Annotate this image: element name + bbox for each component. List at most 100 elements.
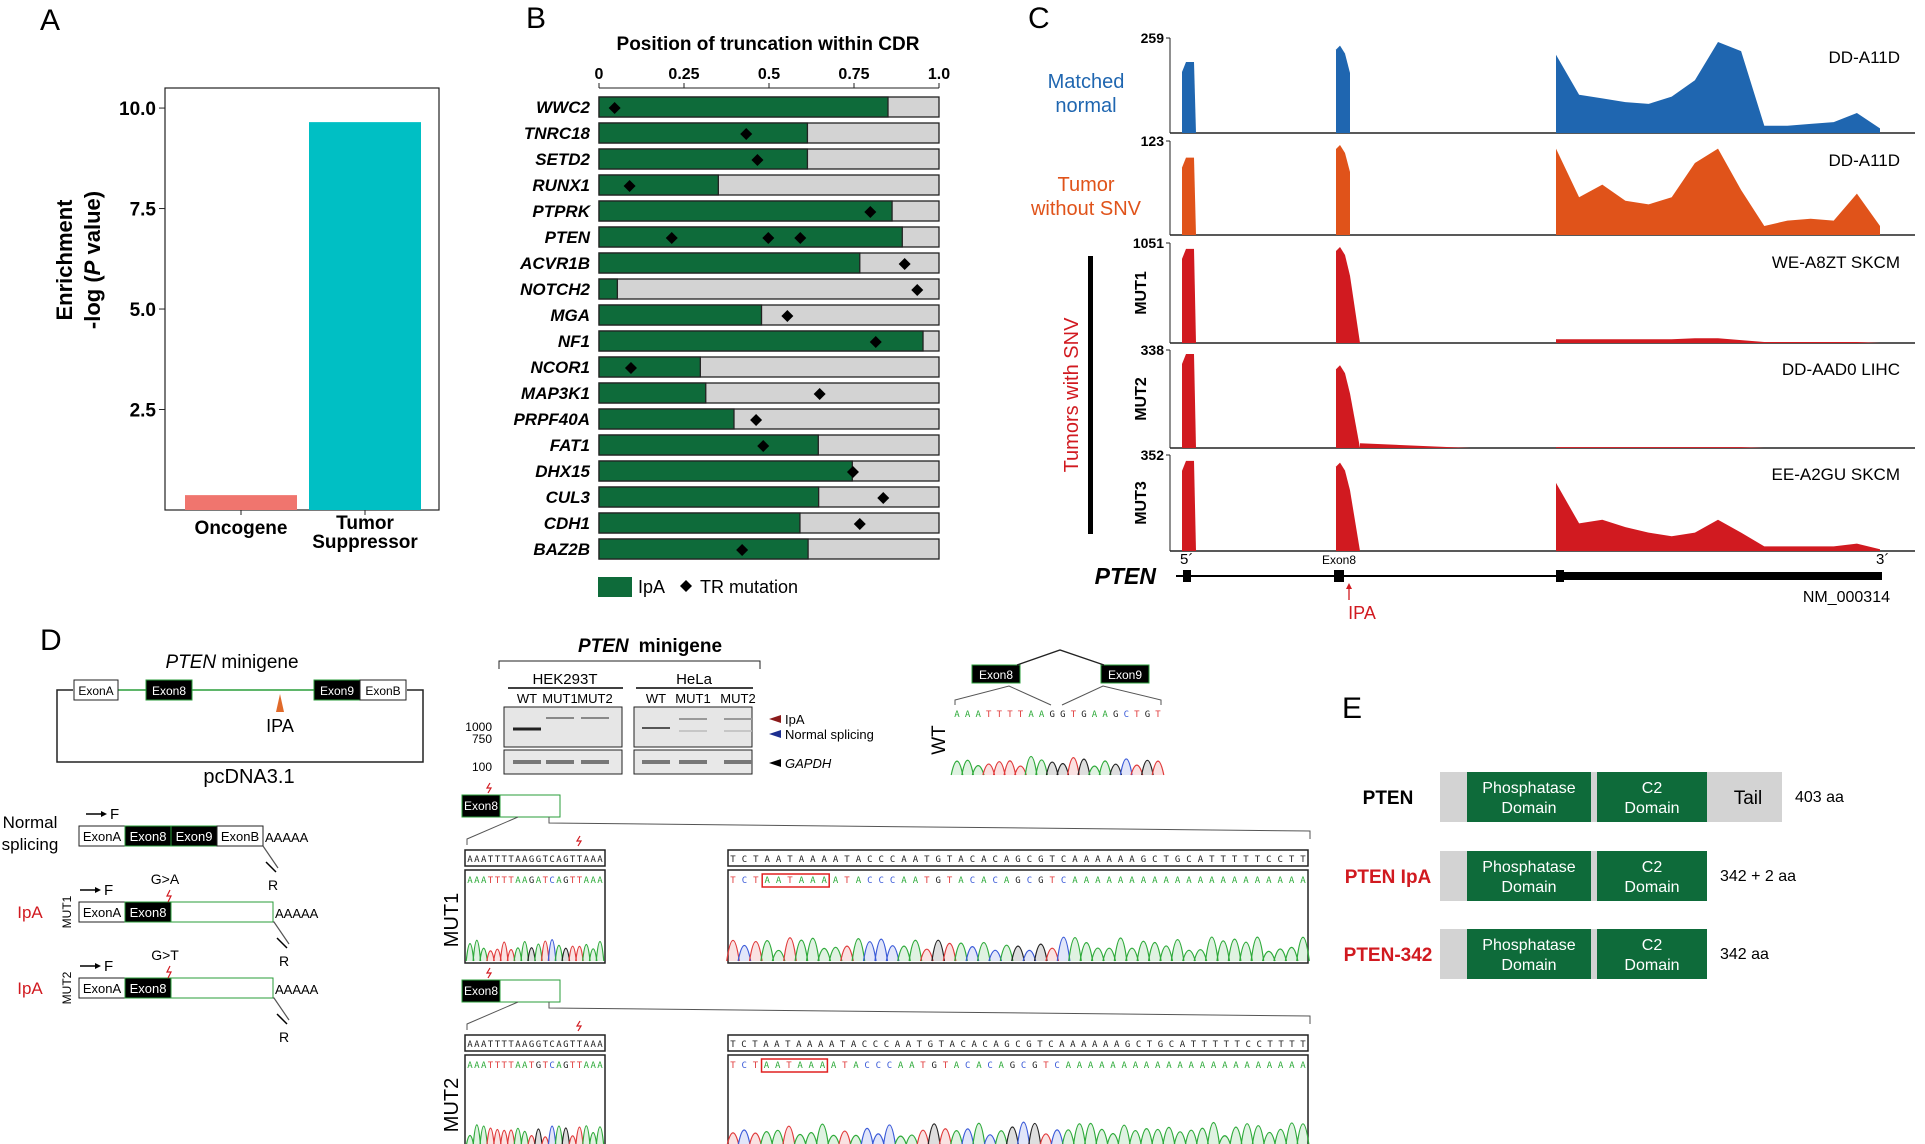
seq-right-chromatogram-peak	[1033, 943, 1048, 962]
seq-right-ref-base: C	[1136, 1040, 1141, 1050]
seq-right-chromatogram-peak	[1147, 941, 1162, 962]
seq-right-chromatogram-peak	[862, 941, 877, 962]
b-tr-mutation-marker	[781, 310, 794, 322]
b-gene-label: NOTCH2	[520, 280, 590, 299]
seq-left-read-base: G	[563, 876, 568, 886]
seq-right-read-base: A	[1243, 876, 1249, 886]
seq-right-ref-base: A	[906, 1040, 912, 1050]
seq-left-read-base: A	[467, 1061, 473, 1071]
seq-left-ref-base: T	[508, 855, 514, 865]
seq-right-ref-base: A	[913, 855, 919, 865]
seq-right-ref-base: C	[878, 855, 883, 865]
seq-right-read-base: A	[1186, 876, 1192, 886]
seq-right-ref-base: A	[764, 855, 770, 865]
seq-right-ref-base: T	[730, 1040, 736, 1050]
seq-right-ref-base: C	[741, 1040, 746, 1050]
b-ipa-bar	[598, 460, 853, 482]
seq-right-chromatogram-peak	[965, 946, 980, 962]
seq-right-chromatogram-peak	[1229, 1126, 1243, 1144]
gel-gapdh-band	[581, 760, 609, 764]
d-exon-label: Exon8	[130, 829, 167, 844]
seq-right-chromatogram-peak	[1239, 941, 1253, 962]
d-polya-label: AAAAA	[265, 830, 309, 845]
seq-right-read-base: A	[1267, 1061, 1273, 1071]
seq-right-read-base: A	[898, 1061, 904, 1071]
b-ipa-bar	[598, 486, 820, 508]
seq-right-ref-base: A	[821, 855, 827, 865]
gel-band	[724, 718, 752, 720]
seq-left-read-base: T	[543, 1061, 549, 1071]
seq-left-ref-base: G	[529, 855, 534, 865]
seq-left-ref-base: G	[563, 855, 568, 865]
c-tumors-with-snv-bar	[1088, 256, 1093, 534]
seq-right-read-base: A	[810, 876, 816, 886]
seq-right-chromatogram-peak	[828, 946, 843, 962]
seq-left-chromatogram-peak	[582, 1125, 591, 1144]
wt-chromatogram-peak	[1024, 755, 1038, 776]
b-xtick-label: 0.25	[668, 66, 699, 83]
wt-chromatogram-peak	[1130, 764, 1144, 776]
seq-right-read-base: T	[920, 1061, 926, 1071]
seq-right-chromatogram-peak	[1263, 1131, 1276, 1144]
seq-right-ref-base: C	[862, 1040, 867, 1050]
seq-left-chromatogram-peak	[561, 1127, 570, 1144]
gel-title: PTEN minigene	[578, 636, 722, 657]
seq-right-chromatogram-peak	[1296, 1123, 1310, 1144]
c-coverage-exon8	[1336, 145, 1350, 235]
seq-exon8-label: Exon8	[464, 984, 498, 998]
seq-right-chromatogram-peak	[726, 939, 740, 962]
b-tr-mutation-marker	[911, 284, 924, 296]
e-domain-label: Phosphatase	[1482, 937, 1576, 954]
panel-letter-e: E	[1342, 692, 1362, 725]
exon-b-box: ExonB	[359, 679, 407, 701]
seq-right-chromatogram-peak	[1061, 1129, 1075, 1144]
wt-chromatogram-peak	[982, 763, 996, 776]
b-gene-label: ACVR1B	[519, 254, 590, 273]
seq-left-read-base: T	[501, 1061, 507, 1071]
seq-right-ref-base: A	[833, 855, 839, 865]
seq-left-ref-base: T	[543, 1040, 549, 1050]
e-domain-label: Domain	[1501, 879, 1556, 896]
seq-right-read-base: A	[820, 1061, 826, 1071]
b-ipa-bar	[598, 278, 619, 300]
wt-chromatogram-peak	[1056, 763, 1070, 776]
seq-right-ref-base: A	[1114, 1040, 1120, 1050]
seq-right-chromatogram-peak	[1068, 937, 1082, 962]
seq-right-ref-base: G	[1026, 1040, 1031, 1050]
seq-left-read-base: C	[549, 1061, 554, 1071]
wt-chromatogram-peak	[1141, 759, 1154, 776]
seq-sample-label: MUT2	[441, 1078, 463, 1132]
c-track-ymax-label: 1051	[1133, 235, 1164, 251]
c-coverage-last-exon	[1556, 42, 1880, 133]
seq-left-read-base: T	[495, 876, 501, 886]
wt-base-call: T	[1155, 710, 1161, 720]
gel-main-panel	[503, 706, 623, 748]
seq-right-read-base: A	[1300, 876, 1306, 886]
b-gene-label: MGA	[550, 306, 590, 325]
wt-chromatogram-peak	[1098, 760, 1112, 776]
seq-right-read-base: A	[976, 1061, 982, 1071]
b-tr-mutation-marker	[794, 232, 807, 244]
b-gene-label: CUL3	[546, 488, 591, 507]
seq-right-ref-base: T	[1147, 1040, 1153, 1050]
seq-left-chromatogram-peak	[595, 1126, 605, 1144]
b-row-background	[598, 278, 940, 300]
gel-lane-label: MUT2	[720, 691, 755, 706]
b-legend-ipa-swatch	[598, 577, 632, 597]
seq-left-chromatogram-peak	[520, 1130, 529, 1144]
seq-right-read-base: C	[970, 876, 975, 886]
seq-left-ref-base: T	[495, 1040, 501, 1050]
seq-right-chromatogram-peak	[1136, 940, 1151, 962]
seq-left-ref-base: C	[549, 1040, 554, 1050]
c-track-group-label: without SNV	[1030, 198, 1142, 220]
c-gene-exon1	[1183, 570, 1191, 582]
seq-right-ref-base: T	[1267, 1040, 1273, 1050]
seq-right-ref-base: A	[993, 1040, 999, 1050]
e-domain-label: Domain	[1624, 879, 1679, 896]
e-domain-label: C2	[1642, 859, 1663, 876]
b-tr-mutation-marker	[898, 258, 911, 270]
seq-right-read-base: A	[1072, 876, 1078, 886]
seq-left-ref-base: T	[543, 855, 549, 865]
seq-right-ref-base: T	[939, 1040, 945, 1050]
seq-right-read-base: A	[1129, 876, 1135, 886]
